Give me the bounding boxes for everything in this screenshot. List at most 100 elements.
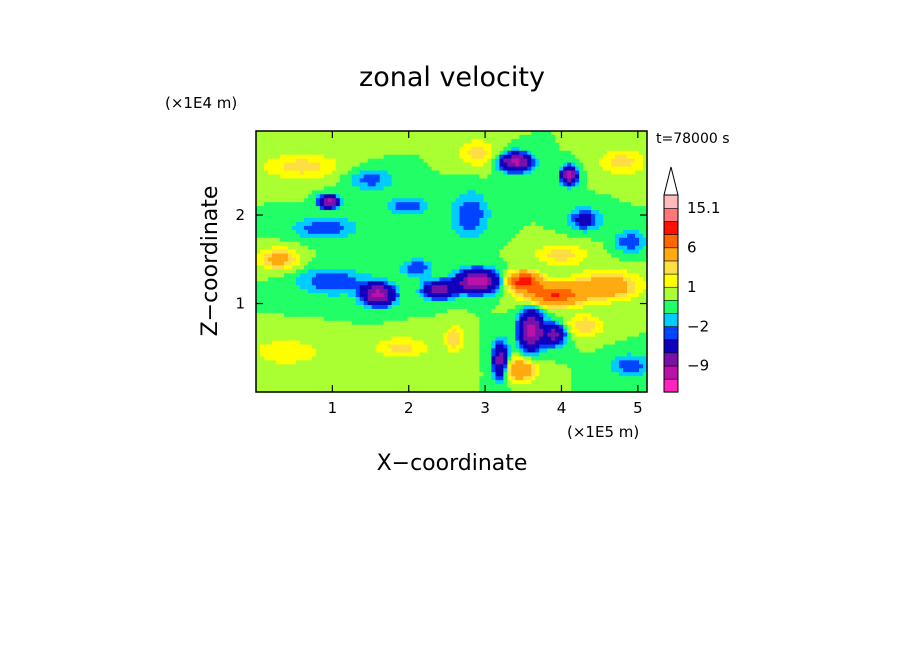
- field-cell: [431, 225, 437, 231]
- field-cell: [627, 261, 632, 267]
- field-cell: [327, 225, 333, 231]
- field-cell: [383, 210, 389, 215]
- field-cell: [303, 150, 309, 156]
- field-cell: [459, 233, 465, 239]
- field-cell: [387, 166, 393, 172]
- field-cell: [335, 305, 341, 310]
- field-cell: [615, 206, 620, 211]
- field-cell: [543, 229, 548, 235]
- field-cell: [411, 241, 417, 247]
- field-cell: [315, 202, 321, 207]
- field-cell: [379, 225, 385, 231]
- field-cell: [351, 206, 357, 211]
- field-cell: [571, 166, 576, 172]
- field-cell: [503, 202, 508, 207]
- field-cell: [407, 170, 413, 176]
- field-cell: [631, 316, 636, 322]
- field-cell: [259, 150, 265, 156]
- field-cell: [543, 202, 548, 207]
- field-cell: [307, 174, 313, 180]
- field-cell: [475, 182, 481, 187]
- field-cell: [256, 158, 261, 164]
- field-cell: [523, 142, 528, 148]
- field-cell: [571, 281, 576, 286]
- field-cell: [447, 269, 453, 274]
- field-cell: [535, 293, 540, 298]
- field-cell: [607, 131, 612, 136]
- field-cell: [323, 150, 329, 156]
- field-cell: [503, 206, 508, 211]
- field-cell: [287, 142, 293, 148]
- field-cell: [279, 308, 285, 314]
- field-cell: [619, 142, 624, 148]
- field-cell: [559, 245, 564, 251]
- field-cell: [583, 312, 588, 318]
- field-cell: [311, 305, 317, 310]
- field-cell: [535, 174, 540, 180]
- field-cell: [495, 328, 500, 334]
- field-cell: [335, 301, 341, 306]
- field-cell: [355, 312, 361, 318]
- field-cell: [299, 261, 305, 267]
- field-cell: [439, 328, 445, 334]
- field-cell: [335, 170, 341, 176]
- field-cell: [515, 194, 520, 199]
- field-cell: [599, 301, 604, 306]
- field-cell: [539, 253, 544, 259]
- field-cell: [355, 316, 361, 322]
- field-cell: [603, 285, 608, 290]
- field-cell: [379, 261, 385, 267]
- field-cell: [551, 150, 556, 156]
- field-cell: [423, 221, 429, 227]
- field-cell: [283, 237, 289, 243]
- field-cell: [499, 131, 504, 136]
- field-cell: [295, 202, 301, 207]
- field-cell: [271, 142, 277, 148]
- field-cell: [259, 221, 265, 227]
- field-cell: [327, 237, 333, 243]
- field-cell: [611, 241, 616, 247]
- field-cell: [615, 273, 620, 278]
- field-cell: [503, 233, 508, 239]
- field-cell: [291, 241, 297, 247]
- field-cell: [451, 233, 457, 239]
- field-cell: [411, 265, 417, 270]
- field-cell: [547, 305, 552, 310]
- field-cell: [435, 202, 441, 207]
- field-cell: [483, 202, 489, 207]
- field-cell: [395, 265, 401, 270]
- field-cell: [571, 320, 576, 326]
- field-cell: [371, 198, 377, 203]
- field-cell: [487, 316, 492, 322]
- field-cell: [283, 142, 289, 148]
- field-cell: [603, 225, 608, 231]
- field-cell: [535, 301, 540, 306]
- field-cell: [271, 186, 277, 191]
- field-cell: [639, 166, 644, 172]
- field-cell: [339, 229, 345, 235]
- field-cell: [467, 241, 473, 247]
- field-cell: [303, 257, 309, 263]
- field-cell: [607, 241, 612, 247]
- field-cell: [407, 158, 413, 164]
- field-cell: [603, 245, 608, 251]
- field-cell: [355, 305, 361, 310]
- field-cell: [627, 174, 632, 180]
- field-cell: [295, 316, 301, 322]
- field-cell: [419, 221, 425, 227]
- field-cell: [256, 305, 261, 310]
- field-cell: [455, 289, 461, 294]
- field-cell: [475, 206, 481, 211]
- field-cell: [275, 150, 281, 156]
- field-cell: [327, 178, 333, 183]
- field-cell: [403, 265, 409, 270]
- field-cell: [399, 142, 405, 148]
- field-cell: [363, 225, 369, 231]
- field-cell: [471, 253, 477, 259]
- field-cell: [339, 158, 345, 164]
- chart-title: zonal velocity: [359, 62, 545, 93]
- field-cell: [363, 178, 369, 183]
- field-cell: [287, 308, 293, 314]
- field-cell: [256, 221, 261, 227]
- field-cell: [447, 261, 453, 267]
